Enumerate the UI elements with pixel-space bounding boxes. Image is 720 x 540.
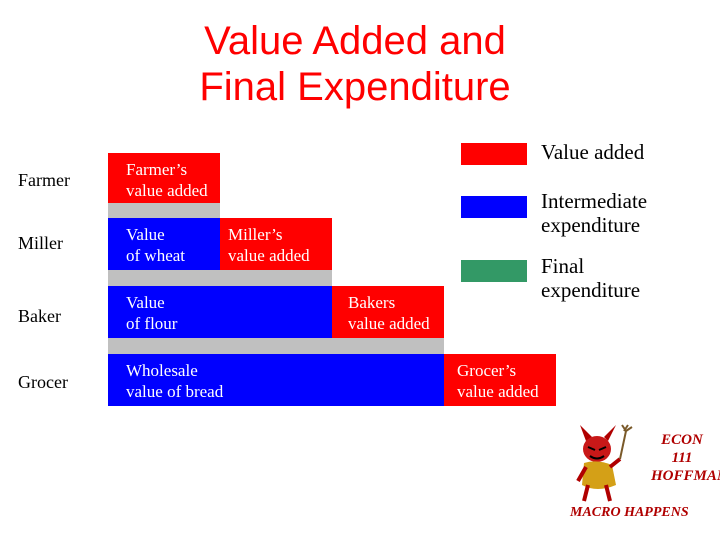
legend-swatch-value-added bbox=[461, 143, 527, 165]
value-of-flour-label: Value of flour bbox=[126, 293, 178, 333]
separator-bar-2 bbox=[108, 270, 332, 286]
logo-tagline: MACRO HAPPENS bbox=[570, 505, 689, 520]
farmer-value-added-box: Farmer’s value added bbox=[108, 153, 220, 203]
slide-title: Value Added and Final Expenditure bbox=[0, 18, 710, 110]
stage-label-baker: Baker bbox=[18, 306, 61, 326]
econ-logo: ECON 111 HOFFMAN MACRO HAPPENS bbox=[566, 423, 720, 523]
miller-value-added-label: Miller’s value added bbox=[228, 225, 310, 265]
legend-label-intermediate-expenditure: Intermediate expenditure bbox=[541, 189, 648, 237]
bakers-value-added-box: Bakers value added bbox=[332, 286, 444, 338]
legend-swatch-final-expenditure bbox=[461, 260, 527, 282]
legend-swatch-intermediate-expenditure bbox=[461, 196, 527, 218]
logo-econ-block: ECON 111 HOFFMAN bbox=[651, 431, 720, 485]
bakers-value-added-label: Bakers value added bbox=[348, 293, 430, 333]
wholesale-value-of-bread-box: Wholesale value of bread bbox=[108, 354, 444, 406]
logo-line-3: HOFFMAN bbox=[651, 468, 720, 484]
logo-line-2: 111 bbox=[671, 450, 693, 466]
wholesale-value-of-bread-label: Wholesale value of bread bbox=[126, 361, 224, 401]
legend-label-value-added: Value added bbox=[541, 140, 645, 164]
stage-label-miller: Miller bbox=[18, 233, 63, 253]
farmer-value-added-label: Farmer’s value added bbox=[126, 160, 208, 200]
value-of-flour-box: Value of flour bbox=[108, 286, 332, 338]
value-of-wheat-label: Value of wheat bbox=[126, 225, 186, 265]
legend-label-final-expenditure: Final expenditure bbox=[541, 254, 641, 302]
separator-bar-1 bbox=[108, 203, 220, 218]
grocer-value-added-label: Grocer’s value added bbox=[457, 361, 539, 401]
grocer-value-added-box: Grocer’s value added bbox=[444, 354, 556, 406]
miller-value-added-box: Miller’s value added bbox=[220, 218, 332, 270]
sun-devil-mascot-icon bbox=[576, 424, 633, 502]
value-of-wheat-box: Value of wheat bbox=[108, 218, 220, 270]
title-line-2: Final Expenditure bbox=[199, 65, 511, 109]
logo-line-1: ECON bbox=[661, 432, 703, 448]
stage-label-grocer: Grocer bbox=[18, 372, 68, 392]
stage-label-farmer: Farmer bbox=[18, 170, 70, 190]
title-line-1: Value Added and bbox=[204, 19, 506, 63]
separator-bar-3 bbox=[108, 338, 444, 354]
